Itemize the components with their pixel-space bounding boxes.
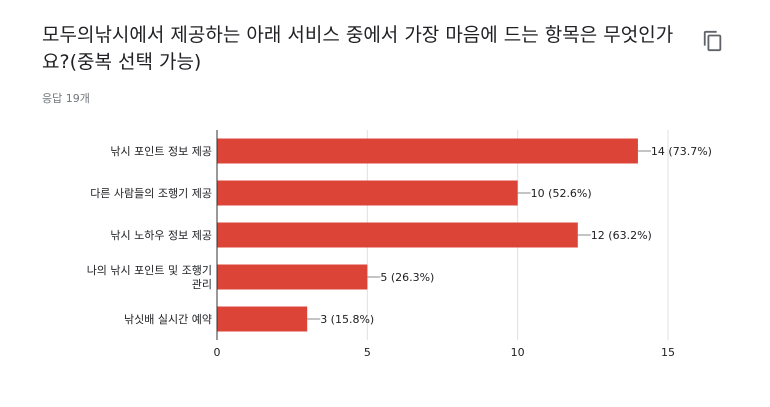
y-category-label: 다른 사람들의 조행기 제공: [90, 187, 212, 200]
bar: [217, 222, 578, 248]
bar: [217, 180, 518, 206]
bar: [217, 306, 308, 332]
y-category-label-line2: 관리: [192, 278, 212, 291]
copy-icon: [703, 30, 722, 52]
response-count: 응답 19개: [42, 92, 90, 105]
data-label: 12 (63.2%): [591, 229, 652, 242]
x-tick-label: 0: [214, 346, 221, 359]
bar-chart: 0 5 10 15 낚시 포인트 정보 제공 14 (73.7%) 다른 사람들의 조행기 …: [0, 125, 770, 365]
x-tick-label: 5: [364, 346, 371, 359]
bar: [217, 138, 638, 164]
bar: [217, 264, 368, 290]
copy-chart-button[interactable]: [702, 30, 724, 52]
x-tick-label: 10: [511, 346, 525, 359]
data-label: 3 (15.8%): [320, 313, 374, 326]
x-tick-label: 15: [661, 346, 675, 359]
data-label: 5 (26.3%): [380, 271, 434, 284]
data-label: 14 (73.7%): [651, 145, 712, 158]
y-category-label: 나의 낚시 포인트 및 조행기: [87, 264, 212, 277]
data-label: 10 (52.6%): [531, 187, 592, 200]
y-category-label: 낚시 포인트 정보 제공: [110, 145, 212, 158]
y-category-label: 낚시 노하우 정보 제공: [110, 228, 212, 242]
question-title: 모두의낚시에서 제공하는 아래 서비스 중에서 가장 마음에 드는 항목은 무엇…: [42, 24, 674, 73]
chart-svg: 0 5 10 15 낚시 포인트 정보 제공 14 (73.7%) 다른 사람들의 조행기 …: [87, 130, 712, 359]
y-category-label: 낚싯배 실시간 예약: [124, 312, 212, 326]
